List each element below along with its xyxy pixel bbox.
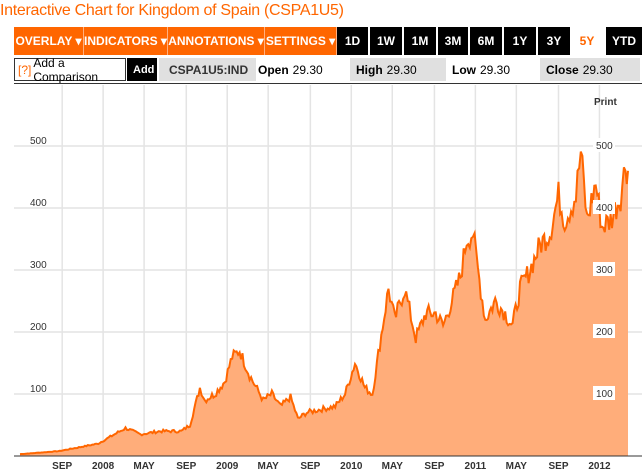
y-tick-label-right: 200: [596, 327, 613, 338]
high-label: High: [356, 62, 383, 77]
range-1m[interactable]: 1M: [404, 27, 436, 55]
range-ytd[interactable]: YTD: [606, 27, 642, 55]
range-1w[interactable]: 1W: [370, 27, 402, 55]
settings-menu[interactable]: SETTINGS ▾: [265, 27, 337, 55]
x-tick-label: SEP: [176, 461, 196, 472]
y-tick-label-left: 200: [30, 322, 47, 333]
open-label: Open: [258, 62, 289, 77]
page-title: Interactive Chart for Kingdom of Spain (…: [0, 2, 344, 19]
range-6m[interactable]: 6M: [470, 27, 502, 55]
annotations-menu[interactable]: ANNOTATIONS ▾: [168, 27, 265, 55]
x-tick-label: MAY: [133, 461, 155, 472]
y-tick-label-right: 300: [596, 265, 613, 276]
add-comparison-button[interactable]: Add: [127, 58, 157, 81]
x-tick-label: SEP: [300, 461, 320, 472]
y-tick-label-right: 400: [596, 203, 613, 214]
x-tick-label: 2009: [216, 461, 239, 472]
print-button[interactable]: Print: [594, 97, 617, 108]
y-tick-label-bg: [593, 262, 615, 276]
x-tick-label: 2011: [465, 461, 487, 472]
close-label: Close: [546, 62, 579, 77]
range-1y[interactable]: 1Y: [504, 27, 536, 55]
high-value: 29.30: [386, 62, 417, 77]
y-tick-label-right: 100: [596, 389, 613, 400]
price-line: [19, 151, 629, 456]
comparison-input[interactable]: [?] Add a Comparison: [14, 55, 126, 84]
x-tick-label: 2010: [340, 461, 363, 472]
y-tick-label-right: 500: [596, 141, 613, 152]
price-chart[interactable]: 100 100 200 200 300 300 400 400 500 500 SEP 2008 MAY…: [0, 85, 642, 475]
range-1d[interactable]: 1D: [337, 27, 368, 55]
overlay-menu[interactable]: OVERLAY ▾: [14, 27, 84, 55]
x-tick-label: 2012: [588, 461, 611, 472]
ticker-label: CSPA1U5:IND: [159, 58, 256, 81]
close-value: 29.30: [582, 62, 613, 77]
x-tick-label: SEP: [424, 461, 444, 472]
range-5y[interactable]: 5Y: [572, 27, 602, 55]
x-tick-label: 2008: [92, 461, 115, 472]
y-tick-label-left: 500: [30, 136, 47, 147]
comparison-placeholder: Add a Comparison: [33, 55, 99, 84]
y-tick-label-left: 100: [30, 384, 47, 395]
range-3m[interactable]: 3M: [438, 27, 468, 55]
y-tick-label-bg: [593, 386, 615, 400]
x-tick-label: MAY: [382, 461, 404, 472]
x-tick-label: MAY: [258, 461, 280, 472]
y-tick-label-left: 300: [30, 260, 47, 271]
y-tick-label-bg: [593, 200, 615, 214]
x-tick-label: SEP: [52, 461, 72, 472]
y-tick-label-bg: [593, 138, 615, 152]
price-area: [20, 151, 628, 456]
low-label: Low: [452, 62, 476, 77]
x-tick-label: MAY: [506, 461, 528, 472]
indicators-menu[interactable]: INDICATORS ▾: [84, 27, 168, 55]
low-value: 29.30: [480, 62, 511, 77]
toolbar-divider: [14, 83, 642, 84]
range-3y[interactable]: 3Y: [538, 27, 570, 55]
open-value: 29.30: [292, 62, 323, 77]
y-tick-label-bg: [593, 324, 615, 338]
y-tick-label-left: 400: [30, 198, 47, 209]
help-link[interactable]: [?]: [18, 62, 32, 77]
x-tick-label: SEP: [549, 461, 569, 472]
